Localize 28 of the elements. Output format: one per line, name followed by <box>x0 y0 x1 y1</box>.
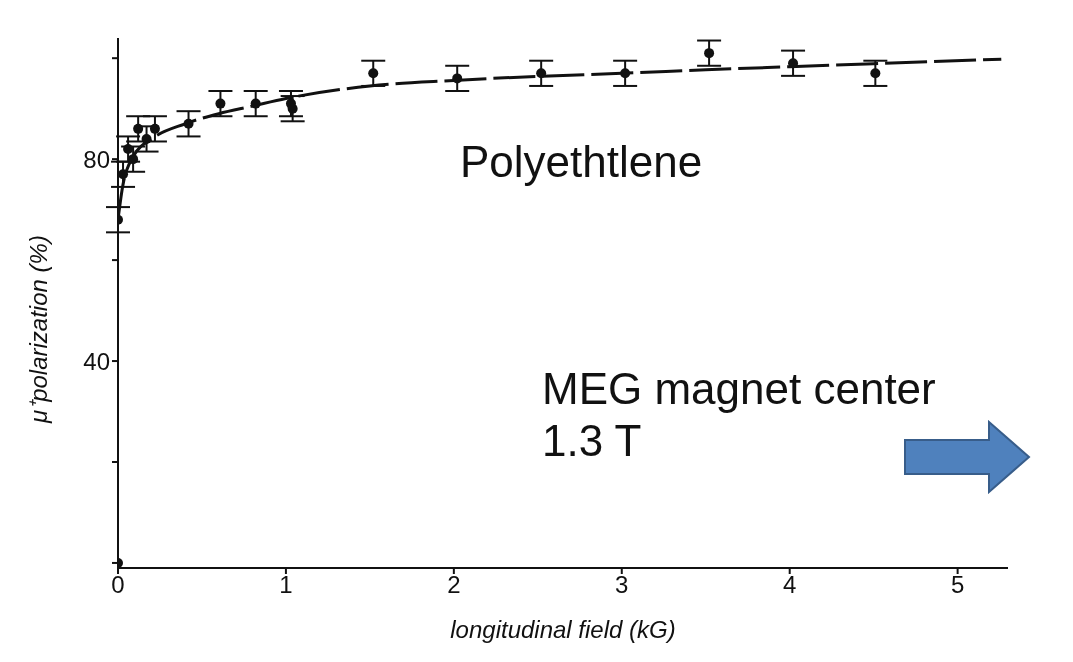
x-tick-label: 5 <box>950 571 965 599</box>
x-tick-label: 3 <box>615 571 629 599</box>
point <box>452 73 463 84</box>
y-tick-label: 80 <box>83 145 110 173</box>
point <box>250 98 261 109</box>
point <box>215 98 226 109</box>
y-tick-label: 40 <box>83 347 110 375</box>
annotation: MEG magnet center 1.3 T <box>542 363 936 467</box>
x-tick-label: 1 <box>279 571 293 599</box>
point <box>141 133 152 144</box>
x-tick-label: 2 <box>447 571 461 599</box>
point <box>368 68 379 79</box>
point <box>149 123 160 134</box>
annotation: Polyethtlene <box>460 136 703 188</box>
point <box>118 169 129 180</box>
y-axis-title: μ⁺polarization (%) <box>24 235 52 424</box>
point <box>870 68 881 79</box>
x-tick-label: 0 <box>111 571 125 599</box>
point <box>536 68 547 79</box>
point <box>128 154 139 165</box>
point <box>620 68 631 79</box>
point <box>183 118 194 129</box>
point <box>287 103 298 114</box>
x-axis-title: longitudinal field (kG) <box>450 616 676 643</box>
point <box>133 123 144 134</box>
x-tick-label: 4 <box>783 571 797 599</box>
point <box>123 144 134 155</box>
point <box>704 48 715 59</box>
